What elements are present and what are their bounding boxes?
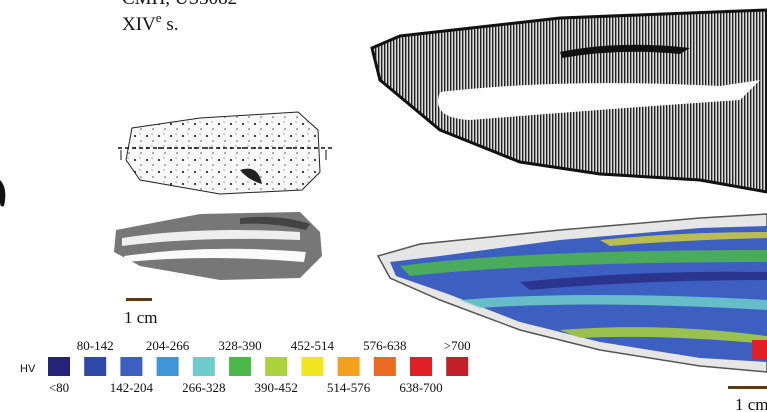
legend-label: 266-328 <box>182 380 225 395</box>
legend-label: 390-452 <box>255 380 298 395</box>
scale-bar <box>728 386 767 389</box>
legend-swatch <box>301 357 324 376</box>
cross-section <box>114 212 322 280</box>
micrograph-crack <box>560 44 690 58</box>
site-label: CMH, US3082 <box>122 0 237 9</box>
legend-label: 576-638 <box>363 338 406 353</box>
legend-label: 142-204 <box>110 380 154 395</box>
hardness-band <box>560 327 767 344</box>
legend-label: 80-142 <box>77 338 114 353</box>
legend-label: 204-266 <box>146 338 190 353</box>
legend-swatch <box>84 357 107 376</box>
legend-swatch <box>337 357 360 376</box>
legend-swatch <box>373 357 396 376</box>
cross-section-band <box>240 216 310 230</box>
legend-label: 452-514 <box>291 338 335 353</box>
sample-surface <box>125 111 321 195</box>
scale-label: 1 cm <box>735 395 767 412</box>
hardness-band <box>600 232 767 246</box>
legend-swatch <box>48 357 70 376</box>
century: XIV <box>122 14 156 35</box>
legend-title: HV <box>20 363 36 375</box>
scale-bar <box>126 298 152 301</box>
cross-section-band <box>124 248 306 262</box>
legend-swatch <box>410 357 432 376</box>
legend-swatch <box>192 357 215 376</box>
legend-label: 328-390 <box>218 338 261 353</box>
cross-section-band <box>122 230 300 246</box>
legend-swatch <box>446 357 469 376</box>
century-sup: e <box>156 10 162 25</box>
hardness-band <box>400 250 767 276</box>
micrograph-void <box>438 80 760 120</box>
legend-label: 514-576 <box>327 380 371 395</box>
legend: HV <80 80-142 142-204 204-266 266-328 328-390… <box>20 338 471 395</box>
legend-swatch <box>156 357 179 376</box>
hardness-spot <box>752 340 767 360</box>
legend-label: <80 <box>49 380 69 395</box>
surface-defect <box>240 168 262 184</box>
hardness-band <box>460 295 767 310</box>
century-label: XIVe s. <box>122 10 178 35</box>
legend-swatch <box>229 357 251 376</box>
hardness-band <box>520 271 767 290</box>
century-suffix: s. <box>162 14 179 35</box>
legend-label: 638-700 <box>399 380 442 395</box>
scale-label: 1 cm <box>124 308 158 327</box>
legend-swatch <box>265 357 288 376</box>
legend-swatch <box>120 357 143 376</box>
edge-artifact <box>0 180 6 207</box>
legend-label: >700 <box>444 338 471 353</box>
